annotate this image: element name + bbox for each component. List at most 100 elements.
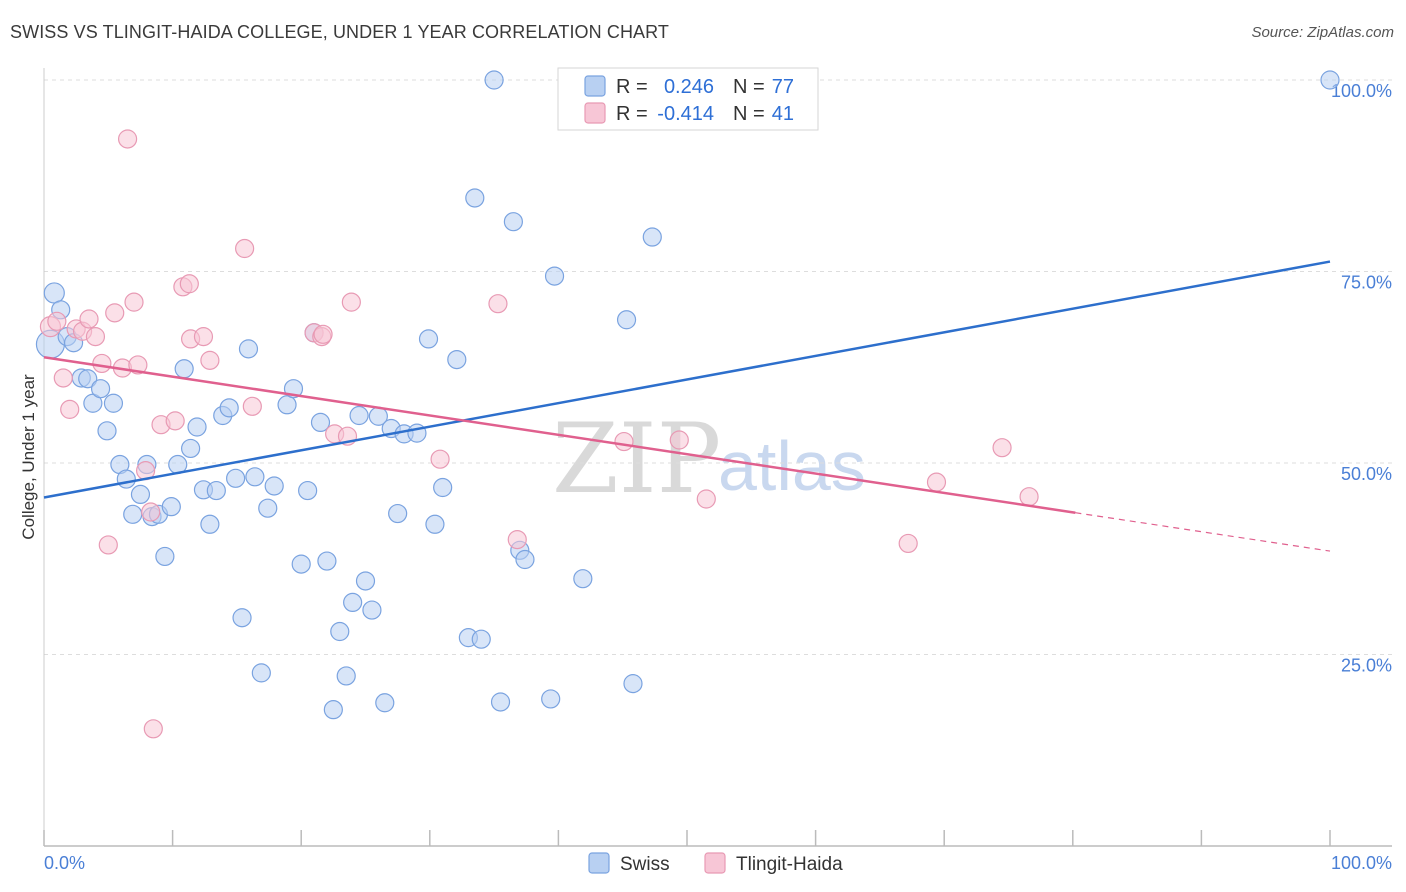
swiss-point bbox=[264, 476, 284, 496]
swiss-point bbox=[43, 282, 65, 304]
tlingit-haida-point bbox=[200, 350, 220, 370]
tlingit-haida-point bbox=[47, 311, 67, 331]
tlingit-haida-point bbox=[992, 438, 1012, 458]
swiss-point bbox=[544, 266, 565, 286]
swiss-point bbox=[447, 349, 467, 370]
swiss-point bbox=[362, 600, 382, 620]
tlingit-haida-point bbox=[696, 489, 716, 509]
swiss-point bbox=[123, 504, 143, 524]
swiss-point bbox=[161, 497, 181, 517]
swiss-point bbox=[375, 693, 395, 713]
legend-r-label-tlingit-haida: R = bbox=[616, 103, 648, 125]
y-axis-tick-labels: 25.0% 50.0% 75.0% 100.0% bbox=[1331, 81, 1392, 676]
swiss-point bbox=[251, 663, 271, 683]
swiss-point bbox=[490, 692, 511, 712]
bottom-legend-label-tlingit-haida: Tlingit-Haida bbox=[736, 854, 843, 875]
tlingit-haida-point bbox=[141, 502, 161, 522]
tlingit-haida-point bbox=[1019, 487, 1039, 507]
swiss-point bbox=[465, 188, 485, 208]
x-tick-label-min: 0.0% bbox=[44, 853, 85, 873]
tlingit-haida-point bbox=[488, 294, 508, 314]
legend-swatch-tlingit-haida bbox=[584, 102, 606, 124]
swiss-trend-line bbox=[43, 260, 1331, 499]
legend-swatch-swiss bbox=[584, 75, 606, 97]
y-tick-label: 25.0% bbox=[1341, 656, 1392, 676]
tlingit-haida-point bbox=[143, 719, 163, 739]
tlingit-haida-point bbox=[614, 431, 634, 452]
swiss-point bbox=[155, 546, 175, 567]
swiss-point bbox=[238, 339, 259, 359]
tlingit-haida-point bbox=[235, 238, 255, 259]
swiss-point bbox=[174, 359, 194, 379]
swiss-point bbox=[181, 438, 201, 459]
swiss-point bbox=[226, 468, 246, 488]
tlingit-haida-point bbox=[430, 449, 450, 469]
chart-title: SWISS VS TLINGIT-HAIDA COLLEGE, UNDER 1 … bbox=[10, 22, 670, 42]
swiss-point bbox=[232, 608, 252, 628]
swiss-point bbox=[310, 412, 331, 433]
swiss-point bbox=[642, 227, 662, 247]
legend-n-label-swiss: N = bbox=[733, 76, 765, 98]
swiss-point bbox=[1320, 70, 1340, 90]
legend-r-label-swiss: R = bbox=[616, 76, 648, 98]
swiss-point bbox=[418, 329, 439, 349]
tlingit-haida-point bbox=[60, 399, 80, 419]
tlingit-haida-point bbox=[242, 396, 262, 416]
legend-n-value-tlingit-haida: 41 bbox=[772, 103, 794, 125]
swiss-point bbox=[433, 477, 453, 498]
tlingit-haida-point bbox=[507, 529, 527, 550]
swiss-point bbox=[623, 674, 643, 694]
tlingit-haida-point bbox=[105, 303, 125, 323]
swiss-point bbox=[187, 417, 207, 437]
tlingit-haida-point bbox=[85, 327, 106, 347]
swiss-point bbox=[90, 379, 111, 399]
tlingit-haida-point bbox=[124, 292, 144, 312]
swiss-point bbox=[97, 421, 117, 441]
swiss-point bbox=[200, 514, 220, 534]
swiss-point bbox=[616, 310, 637, 330]
tlingit-haida-point bbox=[128, 355, 148, 375]
y-tick-label: 50.0% bbox=[1341, 464, 1392, 484]
swiss-point bbox=[484, 70, 504, 90]
tlingit-haida-point bbox=[117, 129, 138, 149]
series-swiss-points bbox=[35, 70, 1340, 720]
trend-lines bbox=[43, 260, 1331, 552]
tlingit-haida-point bbox=[193, 327, 214, 347]
y-tick-label: 100.0% bbox=[1331, 81, 1392, 101]
tlingit-haida-point bbox=[79, 309, 99, 329]
watermark-zip: ZIP bbox=[552, 403, 721, 515]
swiss-point bbox=[298, 480, 318, 501]
swiss-point bbox=[277, 395, 297, 415]
swiss-point bbox=[323, 700, 343, 720]
x-tick-label-max: 100.0% bbox=[1331, 853, 1392, 873]
swiss-point bbox=[336, 666, 356, 686]
legend-r-value-tlingit-haida: -0.414 bbox=[657, 103, 714, 125]
swiss-point bbox=[471, 629, 491, 649]
tlingit-haida-point bbox=[313, 324, 333, 344]
tlingit-haida-trend-line-extension bbox=[1075, 512, 1331, 552]
y-axis-label: College, Under 1 year bbox=[19, 374, 38, 540]
tlingit-haida-point bbox=[92, 353, 112, 374]
legend: R = 0.246 N = 77 R = -0.414 N = 41 bbox=[557, 67, 819, 131]
tlingit-haida-point bbox=[179, 274, 199, 294]
swiss-point bbox=[330, 621, 350, 642]
swiss-point bbox=[343, 592, 363, 613]
x-axis-ticks bbox=[43, 830, 1331, 846]
tlingit-haida-point bbox=[341, 292, 361, 312]
swiss-point bbox=[245, 467, 265, 487]
y-tick-label: 75.0% bbox=[1341, 273, 1392, 293]
tlingit-haida-point bbox=[898, 533, 918, 554]
swiss-point bbox=[515, 549, 535, 570]
watermark-atlas: atlas bbox=[718, 427, 866, 505]
swiss-point bbox=[573, 569, 593, 589]
swiss-point bbox=[541, 689, 561, 709]
series-tlingit-haida-points bbox=[39, 129, 1039, 739]
bottom-legend-swatch-tlingit-haida bbox=[704, 852, 726, 874]
tlingit-haida-point bbox=[98, 535, 118, 555]
legend-r-value-swiss: 0.246 bbox=[664, 76, 714, 98]
swiss-point bbox=[503, 212, 523, 232]
legend-n-value-swiss: 77 bbox=[772, 76, 794, 98]
swiss-point bbox=[130, 484, 151, 505]
swiss-point bbox=[219, 398, 239, 418]
swiss-point bbox=[291, 554, 311, 574]
